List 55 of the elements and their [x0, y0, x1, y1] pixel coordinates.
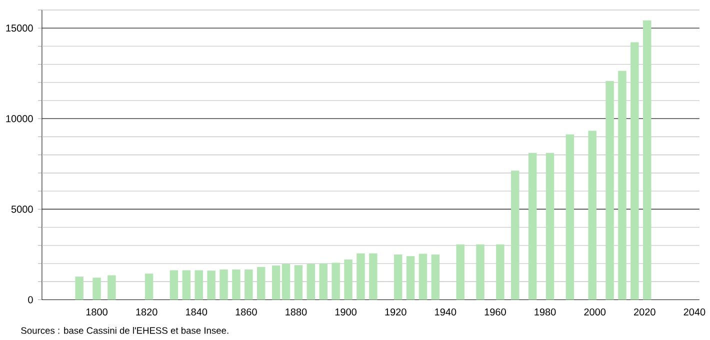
x-tick-label: 1880 — [286, 308, 307, 316]
x-tick-label: 2020 — [634, 308, 656, 316]
bar — [232, 270, 240, 300]
bar — [356, 254, 365, 300]
bar — [257, 267, 266, 300]
bar — [75, 276, 84, 300]
x-tick-label: 1960 — [484, 308, 506, 316]
x-tick-label: 1940 — [435, 308, 456, 316]
bar — [319, 264, 328, 300]
x-tick-label: 1860 — [236, 308, 257, 316]
bar — [456, 244, 464, 300]
x-tick-label: 1980 — [534, 308, 556, 316]
bar — [108, 275, 116, 300]
bar — [511, 170, 520, 300]
bar — [618, 70, 626, 300]
bar — [144, 274, 154, 300]
bar — [588, 130, 596, 300]
bar — [496, 244, 504, 300]
bar — [566, 134, 574, 300]
bar — [332, 262, 340, 300]
bar — [394, 254, 402, 300]
bar — [344, 260, 352, 300]
x-tick-label: 1820 — [136, 308, 158, 316]
bar — [630, 42, 639, 300]
x-tick-label: 1800 — [86, 308, 108, 316]
bar — [546, 153, 554, 300]
bar — [369, 254, 378, 300]
bar — [282, 264, 290, 300]
bar — [606, 81, 614, 300]
bar — [272, 266, 280, 300]
bar — [476, 244, 484, 300]
x-tick-label: 2040 — [684, 308, 706, 316]
y-tick-label: 5000 — [11, 206, 33, 213]
bar — [528, 153, 537, 300]
bar — [406, 256, 415, 300]
bar — [294, 265, 303, 300]
y-tick-label: 10000 — [6, 115, 33, 122]
y-tick-label: 15000 — [6, 24, 33, 32]
bar — [431, 254, 440, 300]
x-tick-label: 1920 — [385, 308, 406, 316]
bar — [643, 20, 652, 300]
bar — [220, 270, 228, 300]
x-tick-label: 2000 — [584, 308, 606, 316]
bar — [92, 278, 101, 300]
bar — [306, 264, 316, 300]
y-tick-label: 0 — [28, 296, 33, 304]
bar — [418, 254, 428, 300]
source-note: Sources : base Cassini de l'EHESS et base Insee. — [21, 327, 228, 334]
bar — [244, 270, 253, 300]
bar — [170, 270, 178, 300]
bar — [182, 270, 191, 300]
bar — [207, 270, 216, 300]
x-tick-label: 1840 — [186, 308, 208, 316]
bar — [194, 270, 203, 300]
x-tick-label: 1900 — [335, 308, 357, 316]
